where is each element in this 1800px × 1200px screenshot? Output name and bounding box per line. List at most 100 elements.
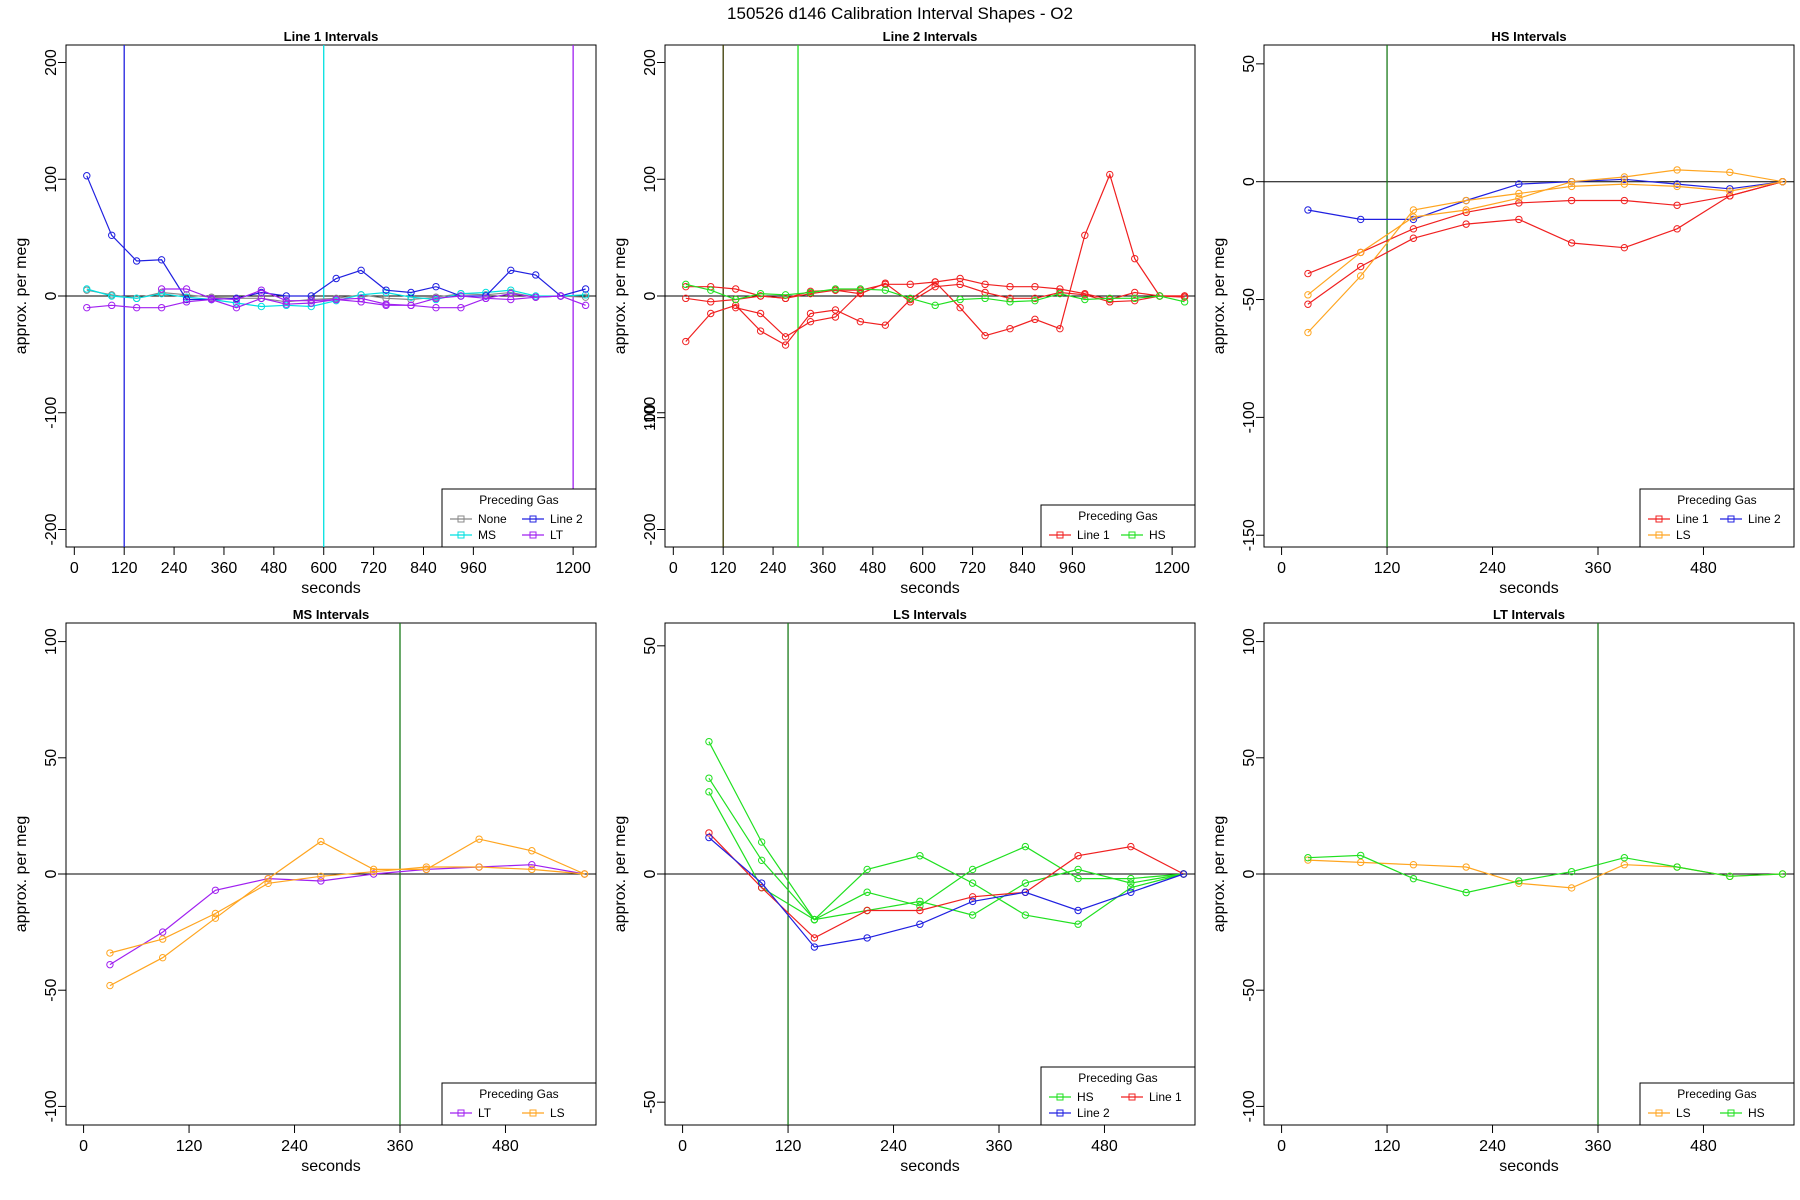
- data-point: [475, 863, 483, 871]
- data-point: [831, 285, 840, 293]
- data-point: [307, 299, 315, 307]
- series-line: [109, 838, 585, 987]
- data-point: [132, 257, 141, 265]
- data-point: [1620, 173, 1629, 181]
- y-tick-label: -200: [642, 513, 659, 545]
- data-point: [407, 293, 415, 301]
- data-point: [532, 293, 540, 301]
- data-point: [211, 909, 220, 918]
- panel-title: Line 1 Intervals: [284, 29, 379, 44]
- data-point: [831, 313, 840, 321]
- data-point: [357, 294, 365, 303]
- legend-entry-label: None: [478, 512, 507, 526]
- x-axis-label: seconds: [900, 580, 960, 597]
- data-point: [207, 294, 216, 303]
- y-tick-label: 0: [1241, 177, 1258, 186]
- legend-entry-label: Line 2: [1077, 1106, 1110, 1120]
- series-line: [685, 172, 1185, 346]
- panels: Line 1 Intervals 0 120 240 360 480 600 720 840 96…: [13, 29, 1795, 1175]
- plot-data: [66, 623, 596, 1125]
- data-point: [981, 331, 989, 340]
- data-point: [307, 292, 315, 300]
- chart-panel-1: Line 1 Intervals 0 120 240 360 480 600 720 840 96…: [13, 29, 597, 597]
- legend-swatch-marker: [1655, 531, 1663, 539]
- data-point: [1074, 865, 1082, 874]
- data-point: [705, 829, 713, 837]
- y-axis-label: approx. per meg: [13, 816, 30, 933]
- y-tick-label: 50: [43, 749, 60, 767]
- data-point: [106, 949, 114, 957]
- legend-swatch-marker: [1128, 531, 1136, 539]
- x-tick-label: 720: [959, 560, 986, 577]
- data-point: [482, 294, 490, 303]
- y-axis-label: approx. per meg: [1211, 238, 1228, 355]
- legend-swatch-marker: [1056, 1093, 1064, 1101]
- data-point: [1006, 298, 1014, 306]
- legend-entry-label: Line 1: [1149, 1090, 1182, 1104]
- x-tick-label: 960: [1059, 560, 1086, 577]
- data-point: [856, 317, 865, 326]
- data-point: [956, 295, 964, 304]
- legend-swatch-marker: [457, 531, 465, 539]
- x-tick-label: 480: [260, 560, 287, 577]
- x-tick-label: 0: [70, 560, 79, 577]
- x-tick-label: 120: [1374, 560, 1401, 577]
- data-point: [1620, 854, 1629, 862]
- data-point: [528, 865, 536, 874]
- data-point: [781, 341, 790, 349]
- data-point: [1056, 289, 1064, 298]
- data-point: [532, 271, 540, 279]
- data-point: [1155, 292, 1164, 300]
- data-point: [1304, 854, 1312, 862]
- data-point: [108, 301, 116, 310]
- chart-panel-2: Line 2 Intervals 0 120 240 360 480 600 720 840 96…: [612, 29, 1196, 597]
- data-point: [1074, 874, 1082, 883]
- legend-entry-label: Line 1: [1077, 528, 1110, 542]
- data-point: [211, 914, 220, 922]
- data-point: [1127, 879, 1135, 887]
- data-point: [382, 300, 390, 308]
- data-point: [956, 303, 964, 312]
- legend-entry-label: LT: [550, 528, 564, 542]
- data-point: [1409, 206, 1418, 214]
- data-point: [317, 872, 325, 881]
- chart-panel-4: MS Intervals 0 120 240 360 480 -100 -50 0 50 100 se…: [13, 607, 597, 1175]
- data-point: [1515, 194, 1523, 202]
- chart-panel-3: HS Intervals 0 120 240 360 480 -150 -100 -50 0 50 s…: [1211, 29, 1795, 597]
- x-tick-label: 480: [859, 560, 886, 577]
- data-point: [981, 288, 989, 297]
- series-line: [685, 282, 1185, 303]
- data-point: [382, 286, 390, 294]
- data-point: [432, 282, 440, 291]
- series-line: [86, 289, 586, 303]
- y-tick-label: 0: [1241, 869, 1258, 878]
- data-point: [1567, 867, 1576, 876]
- data-point: [1673, 201, 1681, 209]
- data-point: [1726, 185, 1734, 193]
- y-tick-label: 0: [43, 291, 60, 300]
- data-point: [863, 906, 871, 915]
- y-tick-label: -100: [43, 397, 60, 429]
- data-point: [1021, 911, 1030, 919]
- x-tick-label: 120: [111, 560, 138, 577]
- legend-swatch-marker: [1727, 515, 1735, 523]
- data-point: [906, 280, 914, 289]
- data-point: [407, 288, 415, 297]
- data-point: [756, 292, 765, 300]
- y-tick-label: 100: [642, 166, 659, 193]
- x-tick-label: 480: [1690, 1138, 1717, 1155]
- data-point: [707, 309, 715, 318]
- x-tick-label: 0: [678, 1138, 687, 1155]
- x-tick-label: 240: [880, 1138, 907, 1155]
- plot-data: [1264, 45, 1794, 547]
- data-point: [1081, 231, 1089, 239]
- data-point: [1462, 863, 1470, 871]
- data-point: [106, 981, 114, 990]
- data-point: [1778, 870, 1787, 878]
- legend-swatch-marker: [529, 515, 537, 523]
- data-point: [682, 294, 690, 303]
- data-point: [1567, 196, 1576, 205]
- data-point: [810, 915, 819, 924]
- data-point: [581, 293, 590, 301]
- data-point: [757, 838, 766, 846]
